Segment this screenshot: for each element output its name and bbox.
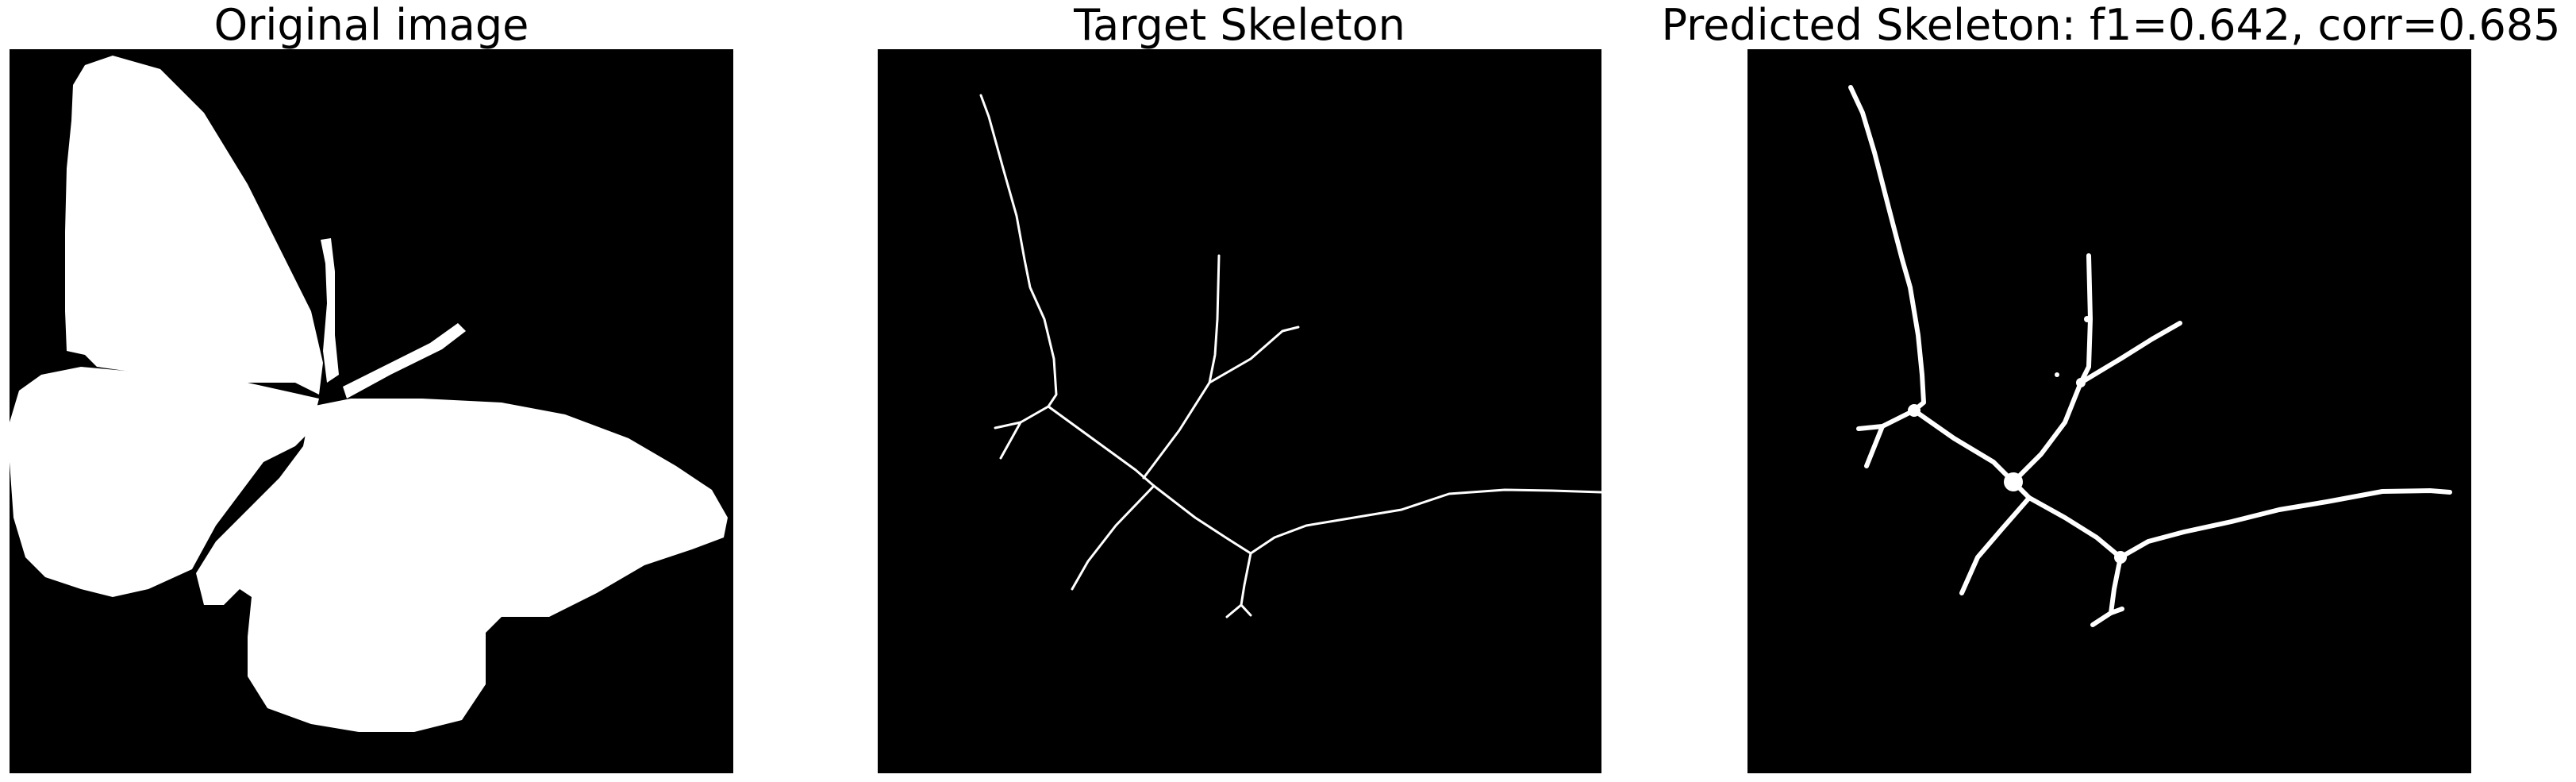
predicted-junction-middle bbox=[2076, 378, 2086, 387]
predicted-skeleton-lines bbox=[1747, 49, 2471, 773]
upper-wing bbox=[65, 56, 323, 395]
predicted-branch-upper-left bbox=[1848, 85, 1926, 413]
predicted-speck bbox=[2055, 372, 2059, 377]
target-skeleton-title: Target Skeleton bbox=[1074, 0, 1405, 50]
target-branch-bottom bbox=[1225, 552, 1252, 618]
antenna-left bbox=[321, 238, 339, 383]
predicted-junction-center bbox=[2004, 472, 2023, 491]
predicted-main-diagonal bbox=[1912, 408, 2123, 560]
predicted-branch-bottom bbox=[2090, 555, 2124, 627]
predicted-skeleton-panel bbox=[1747, 49, 2471, 773]
predicted-fork-left bbox=[1856, 408, 1917, 468]
target-branch-upper-left bbox=[979, 94, 1058, 408]
target-fork-left bbox=[994, 405, 1050, 460]
antenna-right bbox=[343, 323, 466, 399]
predicted-junction-right bbox=[2114, 551, 2127, 564]
predicted-skeleton-title: Predicted Skeleton: f1=0.642, corr=0.685 bbox=[1661, 0, 2561, 50]
left-wing-lobe bbox=[10, 367, 319, 597]
predicted-branch-middle-right bbox=[2078, 321, 2182, 385]
target-skeleton-lines bbox=[878, 49, 1601, 773]
target-branch-middle-up bbox=[1142, 254, 1221, 480]
target-skeleton-panel bbox=[878, 49, 1601, 773]
lower-wing bbox=[196, 399, 728, 732]
predicted-branch-lower-right bbox=[2118, 488, 2452, 560]
original-image-title: Original image bbox=[213, 0, 529, 50]
predicted-speck-2 bbox=[2084, 316, 2090, 322]
butterfly-silhouette bbox=[10, 49, 733, 773]
target-branch-middle-right bbox=[1208, 326, 1300, 384]
predicted-branch-lower-left bbox=[1959, 495, 2032, 595]
original-image-panel bbox=[10, 49, 733, 773]
target-branch-lower-right bbox=[1249, 488, 1601, 555]
target-branch-lower-left bbox=[1071, 484, 1155, 591]
predicted-junction-left bbox=[1908, 404, 1920, 417]
